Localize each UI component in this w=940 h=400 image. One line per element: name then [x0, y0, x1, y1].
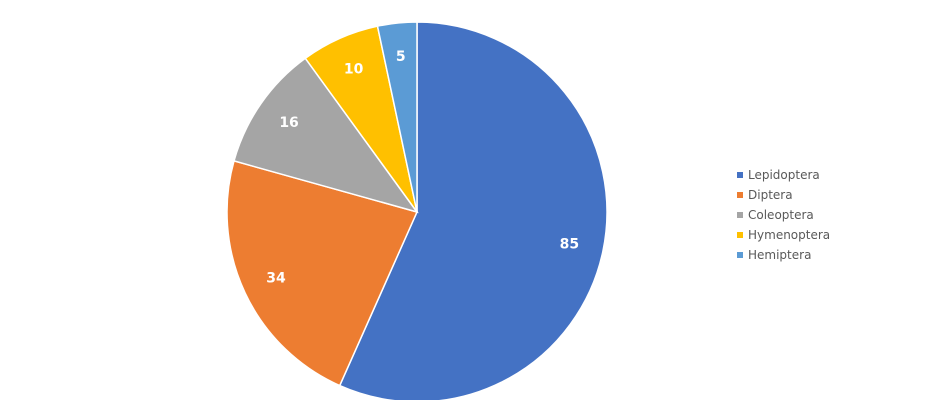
legend-item-coleoptera[interactable]: Coleoptera	[737, 205, 830, 225]
legend-item-lepidoptera[interactable]: Lepidoptera	[737, 165, 830, 185]
legend-swatch-coleoptera	[737, 212, 743, 218]
pie-data-labels: 85 34 16 10 5	[266, 49, 579, 286]
data-label-lepidoptera: 85	[560, 236, 579, 252]
legend-label-diptera: Diptera	[748, 188, 793, 202]
pie-slice-coleoptera[interactable]	[233, 57, 419, 214]
pie-slice-diptera[interactable]	[226, 159, 419, 387]
data-label-coleoptera: 16	[279, 115, 298, 131]
pie-slice-lepidoptera[interactable]	[338, 21, 608, 400]
data-label-hemiptera: 5	[396, 49, 406, 65]
legend-label-lepidoptera: Lepidoptera	[748, 168, 820, 182]
legend-swatch-diptera	[737, 192, 743, 198]
legend-swatch-hymenoptera	[737, 232, 743, 238]
legend-item-hymenoptera[interactable]: Hymenoptera	[737, 225, 830, 245]
legend: Lepidoptera Diptera Coleoptera Hymenopte…	[737, 165, 830, 265]
pie-slice-hemiptera[interactable]	[376, 21, 418, 213]
legend-swatch-lepidoptera	[737, 172, 743, 178]
legend-label-coleoptera: Coleoptera	[748, 208, 814, 222]
legend-item-hemiptera[interactable]: Hemiptera	[737, 245, 830, 265]
legend-swatch-hemiptera	[737, 252, 743, 258]
legend-label-hemiptera: Hemiptera	[748, 248, 812, 262]
data-label-diptera: 34	[266, 270, 286, 286]
legend-label-hymenoptera: Hymenoptera	[748, 228, 831, 242]
data-label-hymenoptera: 10	[344, 62, 364, 78]
legend-item-diptera[interactable]: Diptera	[737, 185, 830, 205]
pie-slices	[226, 21, 608, 400]
